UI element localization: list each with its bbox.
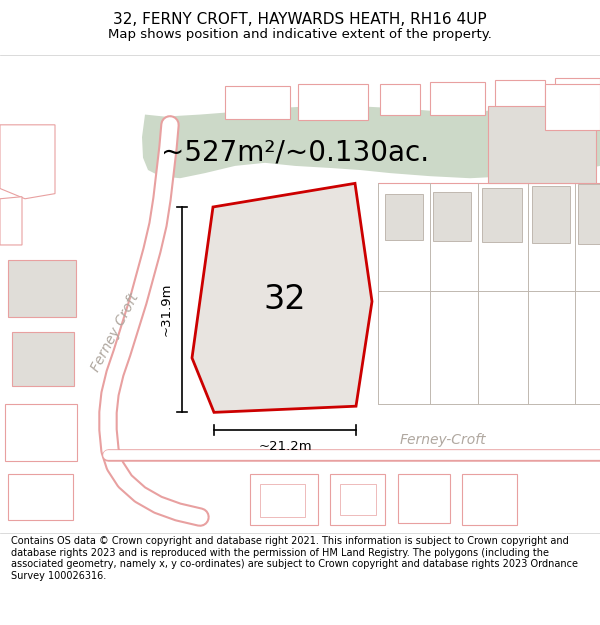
Text: Contains OS data © Crown copyright and database right 2021. This information is : Contains OS data © Crown copyright and d… [11,536,578,581]
Polygon shape [488,106,596,183]
Text: Ferney Croft: Ferney Croft [89,291,142,374]
Polygon shape [482,189,522,242]
Polygon shape [462,474,517,525]
Text: Map shows position and indicative extent of the property.: Map shows position and indicative extent… [108,28,492,41]
Polygon shape [385,194,423,240]
Polygon shape [578,184,600,244]
Polygon shape [532,186,570,243]
Polygon shape [250,474,318,525]
Polygon shape [298,84,368,120]
Polygon shape [5,404,77,461]
Text: ~21.2m: ~21.2m [258,440,312,453]
Polygon shape [495,79,545,116]
Text: 32, FERNY CROFT, HAYWARDS HEATH, RH16 4UP: 32, FERNY CROFT, HAYWARDS HEATH, RH16 4U… [113,12,487,27]
Polygon shape [555,78,600,117]
Text: 32: 32 [263,283,307,316]
Polygon shape [142,106,600,178]
Polygon shape [260,484,305,517]
Polygon shape [380,84,420,114]
Polygon shape [340,484,376,515]
Polygon shape [433,192,471,241]
Polygon shape [192,183,372,412]
Text: Ferney-Croft: Ferney-Croft [400,433,487,447]
Polygon shape [8,474,73,520]
Polygon shape [330,474,385,525]
Text: ~527m²/~0.130ac.: ~527m²/~0.130ac. [161,139,429,166]
Polygon shape [0,197,22,245]
Polygon shape [545,84,600,130]
Polygon shape [398,474,450,523]
Polygon shape [430,82,485,114]
Polygon shape [0,125,55,199]
Polygon shape [8,261,76,317]
Polygon shape [225,86,290,119]
Text: ~31.9m: ~31.9m [160,283,173,336]
Polygon shape [12,332,74,386]
